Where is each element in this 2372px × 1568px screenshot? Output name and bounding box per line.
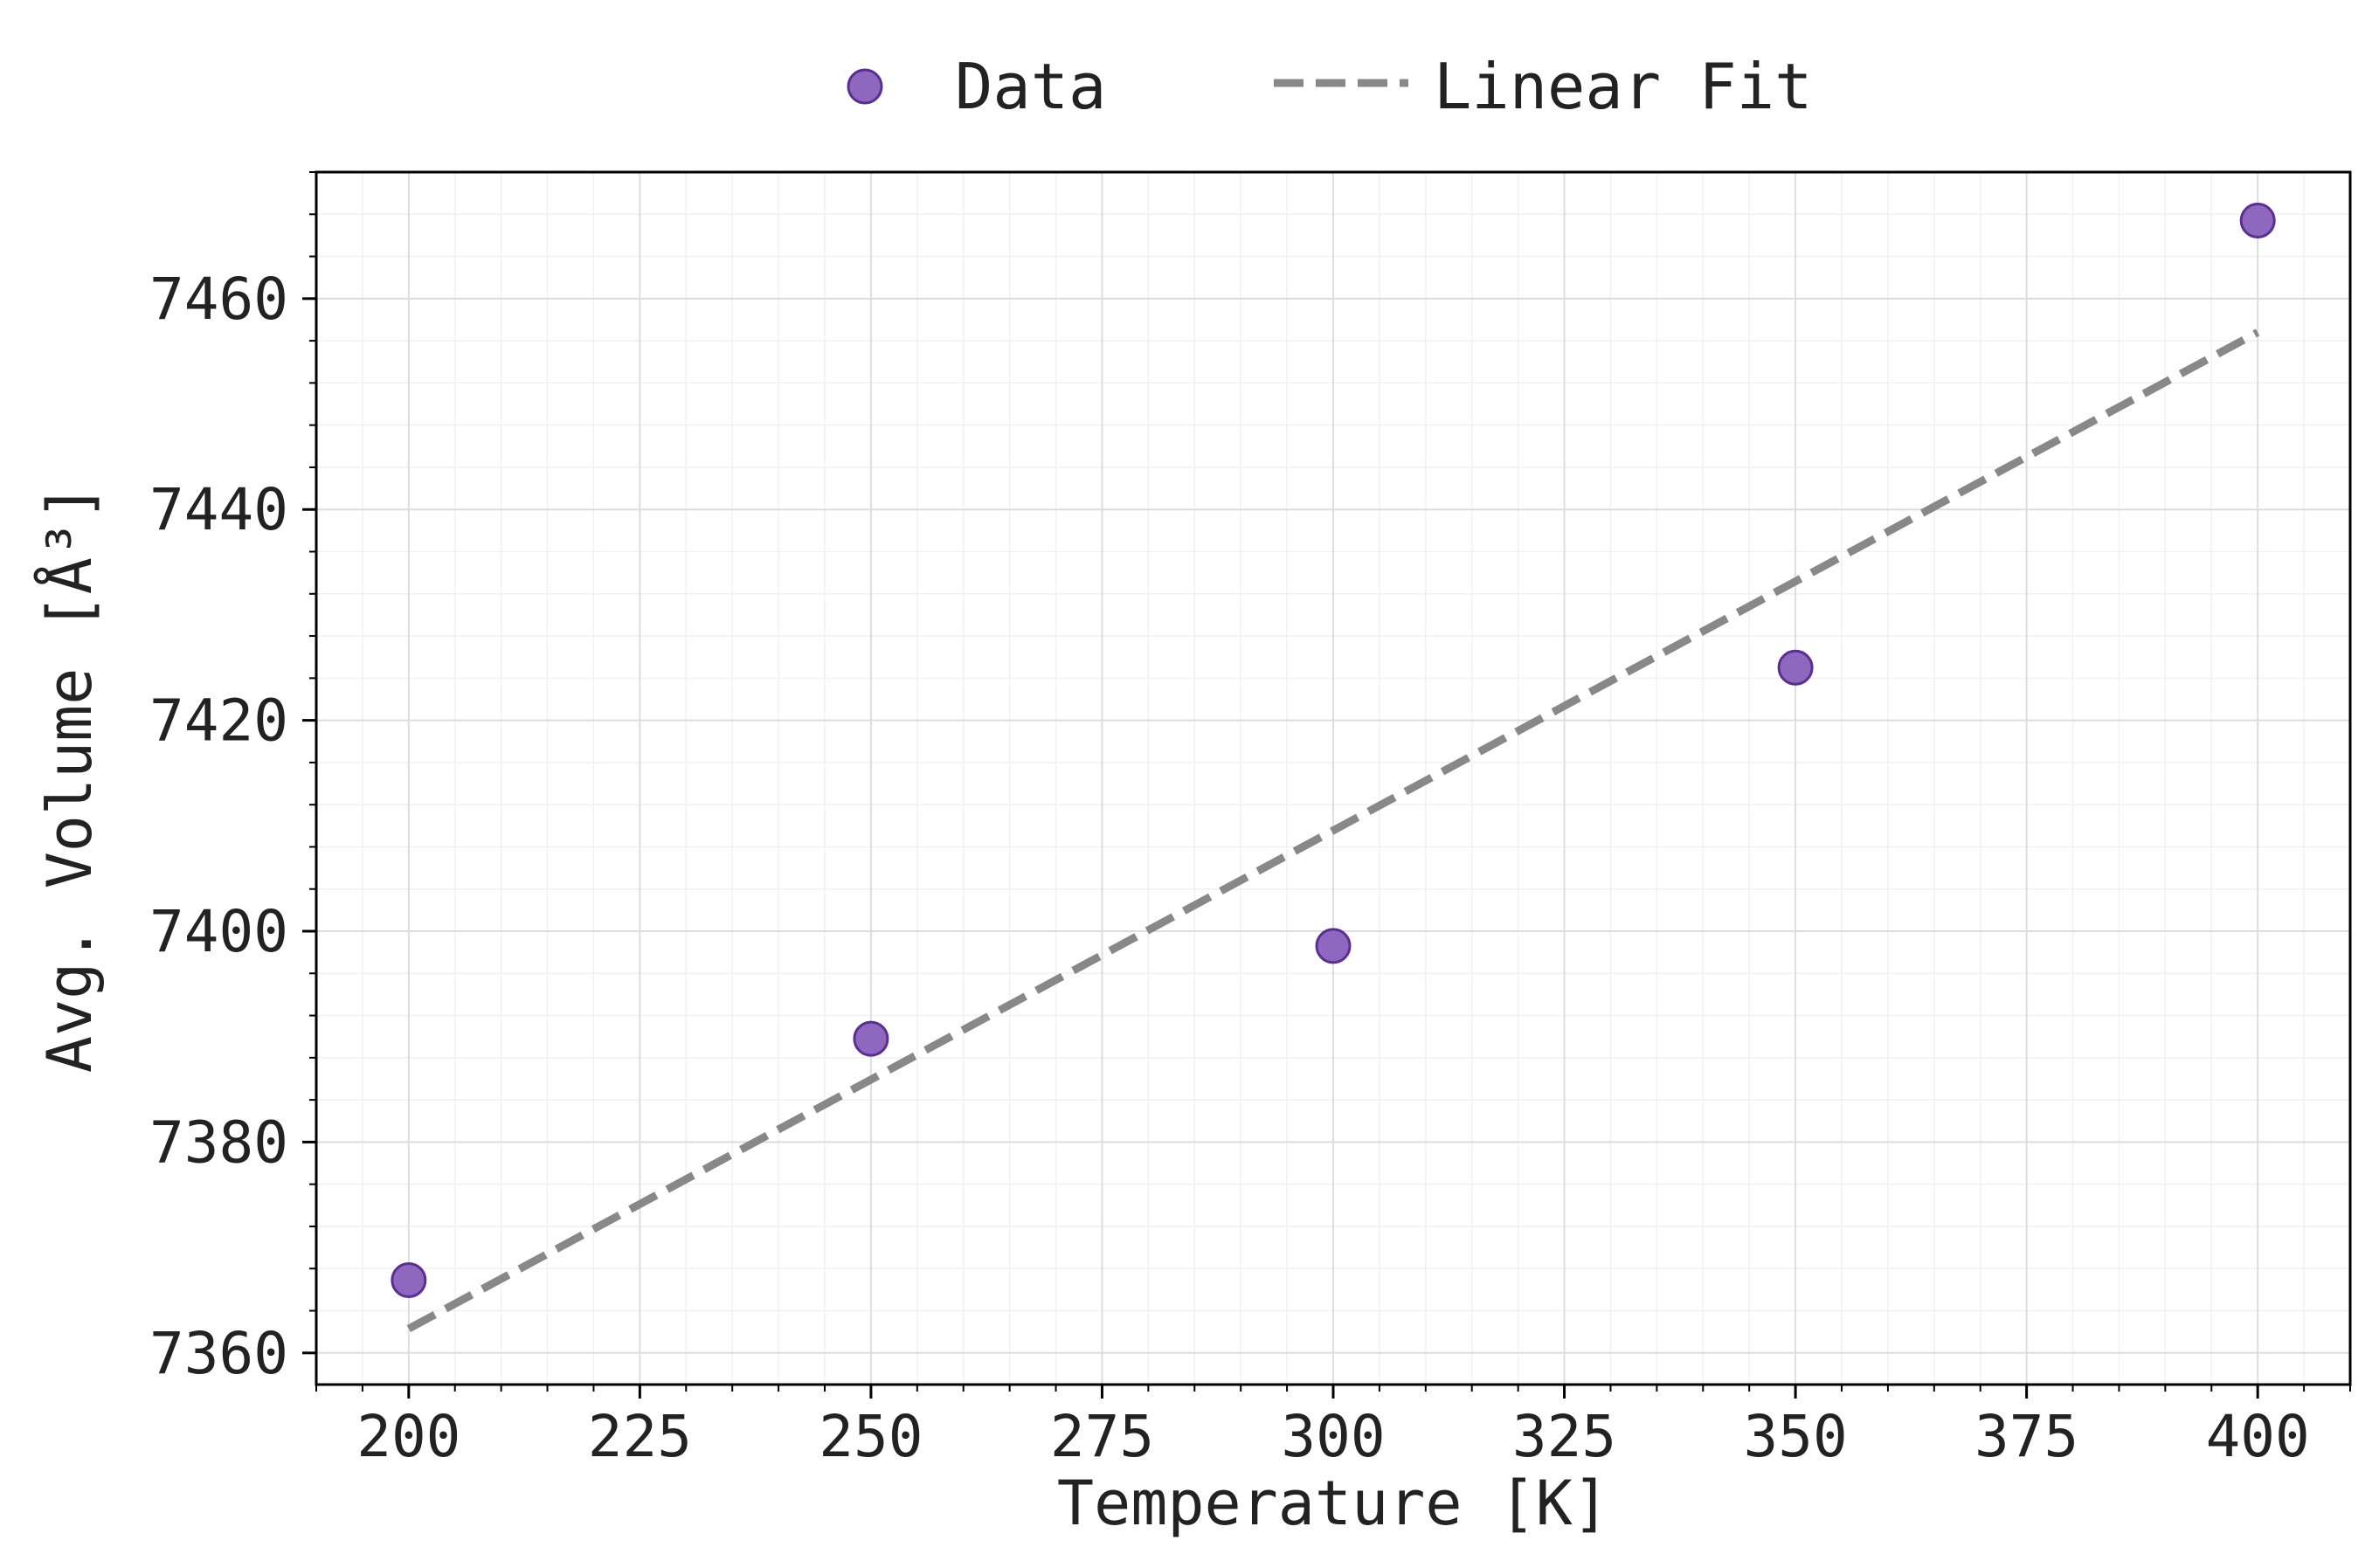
legend-label-data: Data — [955, 50, 1106, 123]
y-tick-label: 7360 — [149, 1320, 288, 1387]
data-point — [853, 1020, 889, 1057]
axis-ticks: 200 225 250 275 300 325 350 375 400 7360 7380 7400 7… — [149, 171, 2351, 1470]
x-tick-label: 225 — [588, 1403, 692, 1470]
legend: Data Linear Fit — [847, 50, 1812, 123]
linear-fit-line — [406, 328, 2260, 1332]
x-axis-title: Temperature [K] — [1057, 1468, 1609, 1539]
x-tick-label: 325 — [1512, 1403, 1616, 1470]
fit-line-layer — [406, 328, 2260, 1332]
y-tick-label: 7420 — [149, 687, 288, 755]
data-points-layer — [391, 203, 2276, 1299]
y-tick-label: 7460 — [149, 266, 288, 333]
data-point — [1777, 649, 1814, 686]
x-tick-label: 350 — [1743, 1403, 1847, 1470]
x-tick-label: 400 — [2206, 1403, 2310, 1470]
x-tick-label: 200 — [356, 1403, 460, 1470]
grid — [315, 171, 2351, 1385]
data-point — [1315, 928, 1352, 964]
data-point — [2239, 203, 2276, 239]
x-tick-label: 375 — [1974, 1403, 2078, 1470]
y-tick-label: 7440 — [149, 476, 288, 543]
x-tick-label: 275 — [1050, 1403, 1154, 1470]
y-tick-label: 7380 — [149, 1109, 288, 1176]
legend-label-linear-fit: Linear Fit — [1434, 50, 1812, 123]
legend-marker-data — [847, 68, 883, 105]
data-point — [391, 1262, 427, 1299]
x-tick-label: 250 — [819, 1403, 923, 1470]
x-tick-label: 300 — [1281, 1403, 1385, 1470]
y-tick-label: 7400 — [149, 898, 288, 965]
y-axis-title: Avg. Volume [Å³] — [34, 484, 106, 1073]
